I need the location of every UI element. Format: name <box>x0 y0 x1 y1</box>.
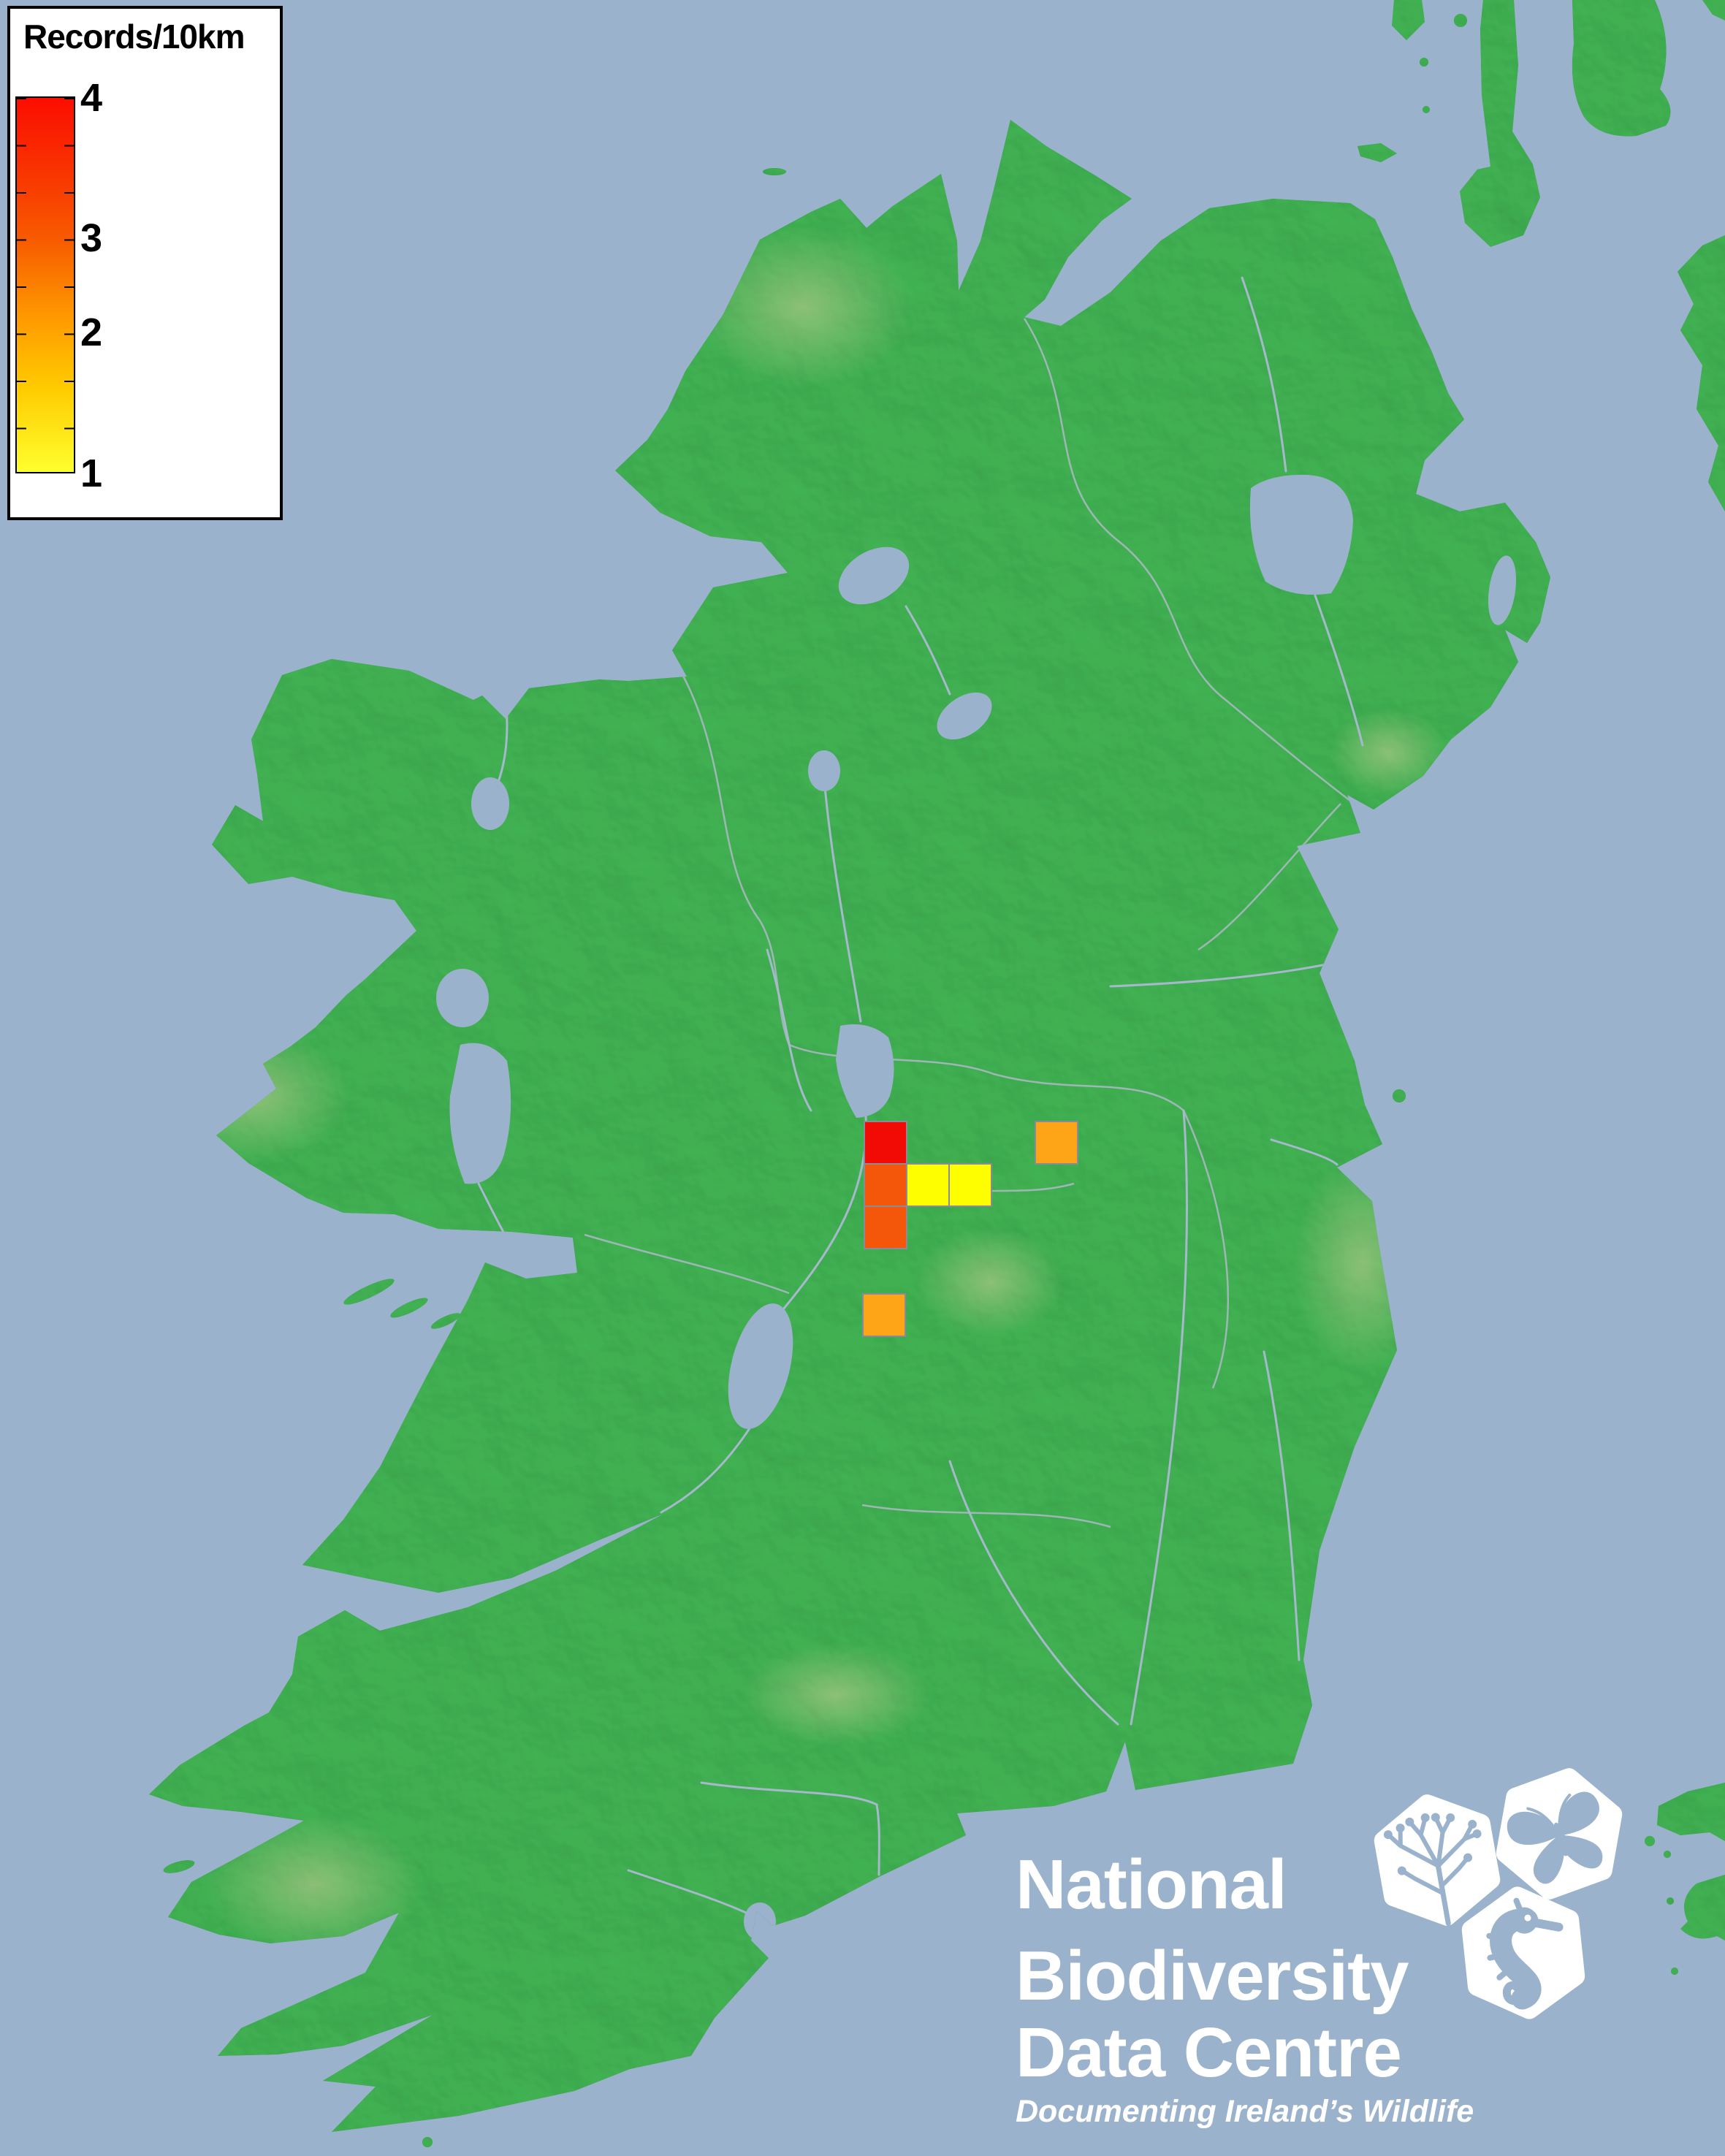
legend-ticks-left <box>17 98 26 472</box>
legend-label-2: 2 <box>80 311 103 354</box>
nbdc-logo: National Biodiversity Data Centre Docume… <box>1016 1768 1623 2129</box>
logo-line-2: Biodiversity <box>1016 1937 1409 2015</box>
logo-line-3: Data Centre <box>1016 2014 1401 2092</box>
grid-overlay <box>862 1121 1078 1337</box>
grid-cell-records-1[interactable] <box>906 1163 950 1207</box>
seahorse-icon <box>1461 1886 1585 2019</box>
grid-cell-records-2[interactable] <box>1035 1121 1078 1165</box>
landmass-group <box>149 0 1725 2147</box>
grid-cell-records-3[interactable] <box>864 1163 907 1207</box>
grid-cell-records-2[interactable] <box>862 1293 906 1337</box>
lakes <box>436 474 1517 1940</box>
legend-ticks-right <box>64 98 74 472</box>
plant-umbel-icon <box>1374 1794 1501 1927</box>
grid-cell-records-3[interactable] <box>864 1205 907 1249</box>
grid-cell-records-1[interactable] <box>948 1163 992 1207</box>
logo-line-1: National <box>1016 1845 1287 1924</box>
legend-label-1: 1 <box>80 452 103 495</box>
grid-cell-records-4[interactable] <box>864 1121 907 1165</box>
scotland-coast-fragments <box>1392 0 1725 511</box>
legend-label-3: 3 <box>80 216 103 260</box>
wales-coast-fragments <box>1645 1783 1725 1975</box>
legend-label-4: 4 <box>80 76 103 120</box>
legend-title: Records/10km <box>23 18 245 56</box>
butterfly-icon <box>1496 1768 1623 1900</box>
offshore-islands <box>163 143 1406 2147</box>
inland-detail <box>161 226 1517 1954</box>
legend-box: Records/10km 4 3 2 1 <box>7 6 283 520</box>
logo-tagline: Documenting Ireland’s Wildlife <box>1016 2094 1474 2129</box>
legend-gradient-bar <box>15 96 75 473</box>
